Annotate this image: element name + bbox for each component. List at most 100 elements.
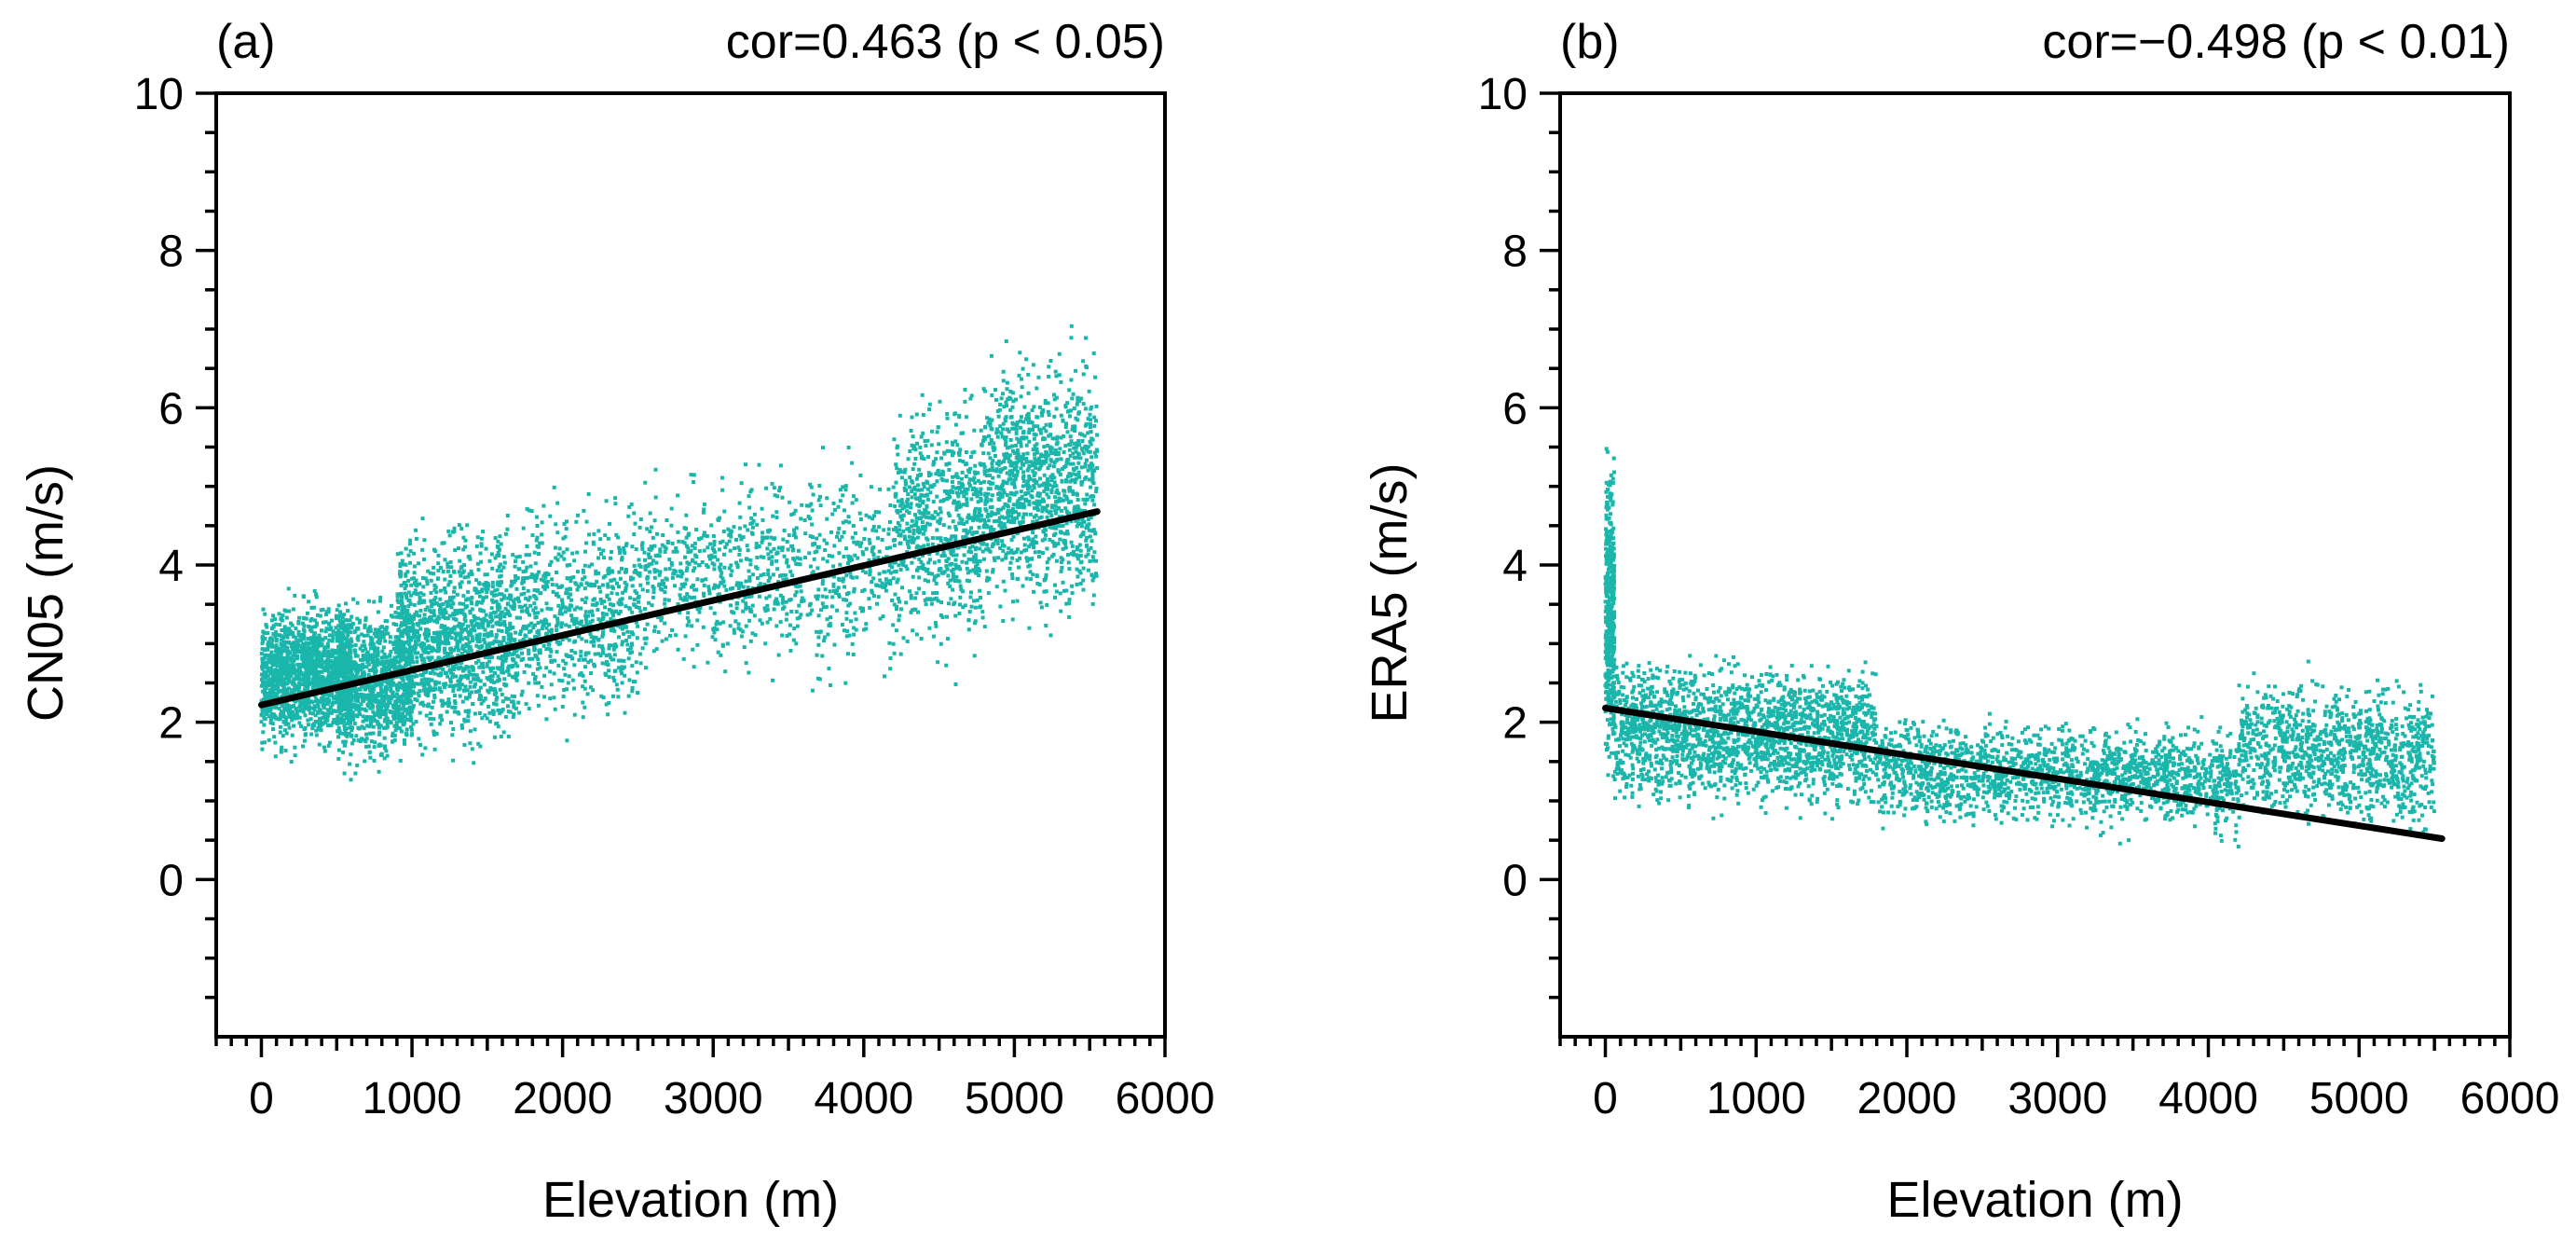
scatter-point-4241 [528, 564, 533, 569]
scatter-point-1756 [399, 700, 404, 705]
scatter-point-4598 [785, 540, 789, 544]
scatter-point-35 [279, 710, 283, 714]
scatter-point-4865 [843, 598, 846, 602]
scatter-point-1018 [293, 685, 297, 690]
scatter-point-4431 [527, 649, 531, 654]
scatter-point-2321 [349, 663, 354, 668]
scatter-point-1278 [321, 607, 325, 612]
scatter-point-2492 [350, 622, 355, 626]
scatter-point-4494 [595, 579, 599, 584]
scatter-point-3011 [496, 674, 500, 679]
scatter-point-4458 [547, 622, 551, 627]
scatter-point-4687 [663, 549, 667, 554]
scatter-point-3750 [465, 676, 470, 681]
scatter-point-2789 [416, 651, 420, 655]
scatter-point-3573 [446, 704, 451, 709]
scatter-point-2925 [456, 710, 460, 714]
scatter-point-1576 [351, 597, 356, 601]
scatter-point-1068 [324, 610, 329, 614]
scatter-point-3767 [501, 638, 506, 642]
scatter-point-1560 [365, 660, 370, 665]
scatter-point-4066 [596, 529, 601, 533]
scatter-point-3740 [423, 677, 428, 682]
scatter-point-506 [267, 714, 271, 719]
scatter-point-1474 [302, 706, 307, 710]
scatter-point-2766 [447, 684, 452, 688]
scatter-point-3434 [463, 538, 468, 543]
scatter-point-877 [314, 595, 319, 599]
scatter-point-1510 [345, 636, 349, 641]
scatter-point-586 [330, 639, 335, 643]
scatter-point-3543 [397, 696, 402, 700]
scatter-point-4637 [858, 473, 863, 477]
scatter-point-434 [303, 671, 308, 676]
scatter-point-1443 [318, 727, 322, 732]
scatter-point-1067 [291, 631, 295, 635]
scatter-point-4461 [620, 556, 624, 560]
scatter-point-1383 [306, 637, 310, 641]
scatter-point-1403 [271, 624, 276, 628]
scatter-point-4476 [622, 631, 626, 636]
scatter-point-1590 [346, 609, 350, 613]
scatter-point-3041 [465, 523, 470, 528]
scatter-point-1881 [353, 643, 358, 647]
scatter-point-3258 [448, 668, 453, 672]
scatter-point-276 [269, 641, 274, 646]
scatter-point-716 [288, 674, 293, 679]
scatter-point-2095 [343, 652, 348, 656]
scatter-point-2394 [362, 633, 366, 638]
scatter-point-2777 [489, 552, 494, 557]
scatter-point-3894 [612, 653, 617, 657]
scatter-point-2410 [347, 656, 351, 661]
scatter-point-4872 [786, 564, 790, 569]
scatter-point-2409 [370, 695, 374, 699]
scatter-point-1484 [273, 668, 278, 672]
scatter-point-4482 [589, 640, 594, 644]
scatter-point-3308 [486, 624, 490, 628]
scatter-point-2003 [373, 627, 377, 632]
scatter-point-1424 [292, 723, 295, 728]
scatter-point-1960 [379, 687, 384, 692]
scatter-point-1457 [349, 637, 353, 641]
scatter-point-1447 [259, 720, 264, 724]
scatter-point-1392 [278, 724, 282, 729]
scatter-point-593 [278, 730, 282, 735]
scatter-point-76 [346, 633, 350, 637]
scatter-point-2886 [462, 617, 467, 622]
scatter-point-3257 [445, 670, 449, 675]
scatter-point-2435 [357, 726, 362, 731]
scatter-point-4770 [781, 537, 786, 542]
scatter-point-1920 [338, 670, 343, 675]
scatter-point-4866 [685, 615, 690, 620]
scatter-point-1481 [281, 692, 286, 696]
scatter-point-3925 [560, 598, 564, 602]
scatter-point-2445 [368, 731, 373, 736]
scatter-point-2164 [336, 729, 340, 734]
scatter-point-1311 [282, 608, 287, 613]
scatter-point-3296 [450, 672, 455, 677]
scatter-point-1721 [402, 738, 406, 742]
scatter-point-1993 [363, 693, 368, 697]
scatter-point-1401 [308, 671, 312, 676]
scatter-point-3826 [602, 556, 606, 560]
scatter-point-2911 [397, 713, 402, 718]
scatter-point-2381 [385, 659, 390, 664]
scatter-point-2289 [345, 629, 349, 634]
scatter-point-1445 [330, 702, 335, 707]
scatter-point-3514 [489, 590, 494, 595]
scatter-point-1041 [282, 630, 287, 635]
scatter-point-3571 [404, 641, 408, 644]
scatter-point-3662 [503, 696, 508, 701]
scatter-point-3588 [436, 553, 441, 558]
scatter-point-1483 [297, 684, 301, 689]
scatter-point-2745 [446, 529, 451, 533]
scatter-point-3711 [480, 716, 485, 721]
scatter-point-4871 [640, 541, 645, 545]
scatter-point-1127 [263, 695, 267, 699]
scatter-point-4691 [638, 661, 643, 666]
scatter-point-1892 [345, 688, 349, 693]
scatter-point-3139 [406, 590, 411, 595]
scatter-point-3085 [472, 761, 476, 765]
scatter-point-4552 [668, 633, 672, 638]
